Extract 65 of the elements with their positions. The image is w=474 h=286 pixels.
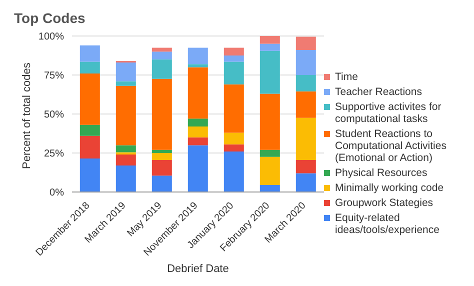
bar [152, 78, 172, 150]
bar [80, 136, 100, 158]
y-tick-label: 75% [44, 70, 64, 82]
bar [188, 126, 208, 138]
bar [224, 62, 244, 84]
legend-label: Supportive activites for computational tasks [335, 101, 442, 125]
bar [296, 173, 316, 192]
legend-label: Equity-related ideas/tools/experience [335, 212, 440, 236]
bar [260, 184, 280, 192]
bar [224, 48, 244, 56]
bar [152, 52, 172, 60]
bar [152, 176, 172, 192]
legend-label: Teacher Reactions [335, 86, 422, 98]
bar [188, 118, 208, 126]
x-axis-title: Debrief Date [167, 263, 229, 275]
y-tick-label: 50% [44, 110, 64, 121]
bar [152, 160, 172, 176]
bar [296, 75, 316, 92]
bar [296, 91, 316, 118]
bar [80, 45, 100, 62]
bar [224, 144, 244, 152]
bar [224, 56, 244, 62]
bar [152, 59, 172, 79]
bar [188, 67, 208, 119]
bar [296, 118, 316, 160]
bar [116, 152, 136, 155]
y-tick-label: 25% [44, 148, 64, 160]
bar [80, 62, 100, 74]
bar [260, 150, 280, 157]
bar [116, 86, 136, 146]
legend-label: Time [335, 71, 358, 83]
bar [152, 153, 172, 160]
bar [188, 64, 208, 68]
bar [152, 150, 172, 153]
bar [116, 81, 136, 86]
bar [224, 151, 244, 192]
bar [152, 48, 172, 52]
bar [80, 124, 100, 136]
y-tick-label: 0% [50, 188, 64, 199]
bar [296, 160, 316, 174]
bar [260, 94, 280, 150]
legend-label: Groupwork Stategies [335, 197, 434, 209]
bar [80, 73, 100, 125]
bar [296, 36, 316, 50]
y-axis-title: Percent of total codes [20, 62, 33, 169]
bar [80, 158, 100, 192]
legend-label: Student Reactions to Computational Activities (Emotional or Action) [335, 128, 448, 164]
bar [224, 84, 244, 133]
bar [260, 156, 280, 185]
bar [116, 165, 136, 192]
legend-label: Minimally working code [335, 182, 444, 194]
bar [188, 48, 208, 64]
bar [116, 154, 136, 166]
bar [188, 145, 208, 192]
bar [116, 145, 136, 152]
bar [260, 36, 280, 44]
bar [260, 44, 280, 51]
bar [116, 62, 136, 82]
y-tick-label: 100% [38, 32, 64, 43]
bar [260, 50, 280, 94]
chart-title: Top Codes [14, 10, 86, 26]
bar [224, 132, 244, 144]
legend-label: Physical Resources [335, 167, 428, 179]
bar [296, 50, 316, 75]
bar [188, 137, 208, 146]
